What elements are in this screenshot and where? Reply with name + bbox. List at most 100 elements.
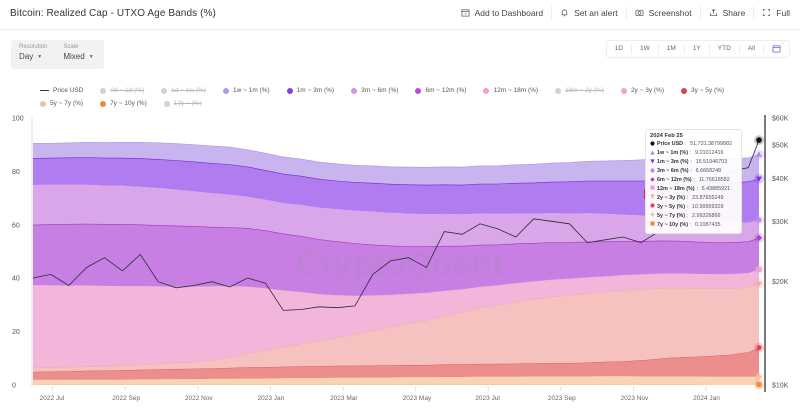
- tooltip-series-value: 0.1087435: [695, 221, 721, 228]
- legend-item[interactable]: 1w ~ 1m (%): [223, 86, 270, 95]
- tooltip-date: 2024 Feb 25: [650, 133, 683, 139]
- scale-select[interactable]: Mixed ▼: [63, 52, 93, 61]
- tooltip-row: 1w ~ 1m (%): 9.01012416: [650, 150, 737, 159]
- chart-legend: Price USD 0d ~ 1d (%) 1d ~ 1w (%) 1w ~ 1m (…: [40, 86, 780, 108]
- scale-control: Scale Mixed ▼: [55, 40, 101, 69]
- scale-value: Mixed: [63, 52, 85, 61]
- tooltip-series-label: 1w ~ 1m (%): [657, 150, 689, 157]
- range-ytd-button[interactable]: YTD: [710, 44, 740, 54]
- legend-item[interactable]: 7y ~ 10y (%): [100, 99, 147, 108]
- share-label: Share: [722, 8, 746, 18]
- series-point-marker: [756, 217, 762, 223]
- tooltip-row: Price USD: 51,731.38799882: [650, 141, 737, 150]
- calendar-icon: [772, 45, 781, 55]
- line-swatch-icon: [40, 90, 49, 91]
- scale-label: Scale: [63, 44, 79, 50]
- series-marker-icon: [650, 203, 655, 212]
- toolbar: Add to Dashboard Set an alert Screenshot…: [453, 6, 790, 20]
- tooltip-series-value: 15.51946703: [695, 159, 728, 166]
- legend-label: 5y ~ 7y (%): [50, 100, 84, 107]
- legend-label: 3m ~ 6m (%): [361, 87, 399, 94]
- y-left-tick-label: 100: [12, 116, 24, 123]
- set-alert-button[interactable]: Set an alert: [552, 6, 627, 20]
- screenshot-label: Screenshot: [648, 8, 692, 18]
- chart-tooltip: 2024 Feb 25 Price USD: 51,731.38799882 1w…: [645, 129, 742, 234]
- range-all-button[interactable]: All: [740, 44, 764, 54]
- x-tick-label: 2022 Jul: [40, 395, 65, 402]
- fullscreen-icon: [762, 8, 771, 19]
- legend-item[interactable]: 5y ~ 7y (%): [40, 99, 83, 108]
- y-right-tick-label: $30K: [772, 219, 789, 226]
- color-swatch-icon: [100, 100, 107, 107]
- color-swatch-icon: [223, 87, 230, 94]
- legend-item[interactable]: 3y ~ 5y (%): [681, 86, 724, 95]
- legend-item[interactable]: 6m ~ 12m (%): [415, 86, 466, 95]
- legend-label: 0d ~ 1d (%): [110, 87, 145, 94]
- series-point-marker: [756, 266, 762, 272]
- add-to-dashboard-button[interactable]: Add to Dashboard: [453, 6, 553, 20]
- legend-label: 18m ~ 2y (%): [565, 87, 604, 94]
- legend-item[interactable]: 0d ~ 1d (%): [100, 86, 144, 95]
- y-left-tick-label: 80: [12, 169, 20, 176]
- share-button[interactable]: Share: [701, 6, 755, 20]
- range-1d-button[interactable]: 1D: [607, 44, 633, 54]
- tooltip-row: 3m ~ 6m (%): 6.6668248: [650, 168, 737, 177]
- legend-label: 1d ~ 1w (%): [171, 87, 207, 94]
- y-left-tick-label: 60: [12, 222, 20, 229]
- series-point-marker: [756, 281, 762, 287]
- legend-label: 12m ~ 18m (%): [493, 87, 539, 94]
- add-to-dashboard-label: Add to Dashboard: [474, 8, 544, 18]
- resolution-select[interactable]: Day ▼: [19, 52, 47, 61]
- legend-item[interactable]: 12m ~ 18m (%): [483, 86, 538, 95]
- calendar-button[interactable]: [764, 44, 789, 54]
- series-point-marker: [756, 234, 762, 241]
- legend-item[interactable]: 1m ~ 3m (%): [286, 86, 335, 95]
- range-1y-button[interactable]: 1Y: [685, 44, 710, 54]
- legend-item[interactable]: 2y ~ 3y (%): [620, 86, 664, 95]
- tooltip-row: 12m ~ 18m (%): 5.43885921: [650, 185, 737, 194]
- screenshot-button[interactable]: Screenshot: [627, 6, 701, 20]
- area-band-1w-1m: [33, 142, 759, 185]
- x-tick-label: 2024 Jan: [693, 395, 720, 402]
- price-point-marker: [756, 137, 762, 143]
- price-line: [32, 139, 760, 311]
- legend-item[interactable]: 1d ~ 1w (%): [161, 86, 206, 95]
- series-marker-icon: [650, 176, 655, 186]
- legend-label: 7y ~ 10y (%): [110, 100, 147, 107]
- x-tick-label: 2022 Nov: [185, 395, 214, 402]
- color-swatch-icon: [415, 87, 422, 94]
- range-1m-button[interactable]: 1M: [659, 44, 685, 54]
- area-band-1m-3m: [33, 157, 759, 223]
- dashboard-icon: [461, 8, 470, 19]
- range-1w-button[interactable]: 1W: [632, 44, 659, 54]
- camera-icon: [635, 8, 644, 19]
- x-tick-label: 2023 May: [403, 395, 432, 402]
- series-point-marker: [756, 382, 762, 388]
- legend-item[interactable]: 10y ~ (%): [163, 99, 202, 108]
- y-left-tick-label: 20: [12, 329, 20, 336]
- y-right-tick-label: $10K: [772, 383, 789, 390]
- tooltip-series-value: 2.99326866: [692, 212, 721, 219]
- y-left-tick-label: 0: [12, 383, 16, 390]
- legend-item[interactable]: 18m ~ 2y (%): [555, 86, 604, 95]
- tooltip-series-label: 1m ~ 3m (%): [657, 159, 689, 166]
- tooltip-series-label: 3m ~ 6m (%): [657, 168, 689, 175]
- legend-item[interactable]: 3m ~ 6m (%): [351, 86, 398, 95]
- page-title: Bitcoin: Realized Cap - UTXO Age Bands (…: [10, 8, 216, 19]
- fullscreen-button[interactable]: Full: [754, 6, 790, 20]
- series-point-marker: [756, 151, 762, 157]
- tooltip-series-label: Price USD: [657, 141, 684, 148]
- tooltip-series-label: 6m ~ 12m (%): [657, 177, 692, 184]
- legend-label: 1m ~ 3m (%): [296, 87, 335, 94]
- legend-item[interactable]: Price USD: [40, 86, 83, 95]
- area-band-7y-10y: [33, 384, 759, 385]
- header: Bitcoin: Realized Cap - UTXO Age Bands (…: [0, 0, 800, 30]
- tooltip-series-value: 9.01012416: [695, 150, 724, 157]
- tooltip-row: 5y ~ 7y (%): 2.99326866: [650, 212, 737, 221]
- tooltip-series-value: 6.6668248: [695, 168, 722, 175]
- caret-down-icon: ▼: [37, 53, 43, 60]
- tooltip-series-value: 51,731.38799882: [690, 141, 733, 148]
- tooltip-series-label: 5y ~ 7y (%): [657, 212, 686, 219]
- legend-label: 10y ~ (%): [173, 100, 202, 107]
- resolution-label: Resolution: [19, 44, 48, 50]
